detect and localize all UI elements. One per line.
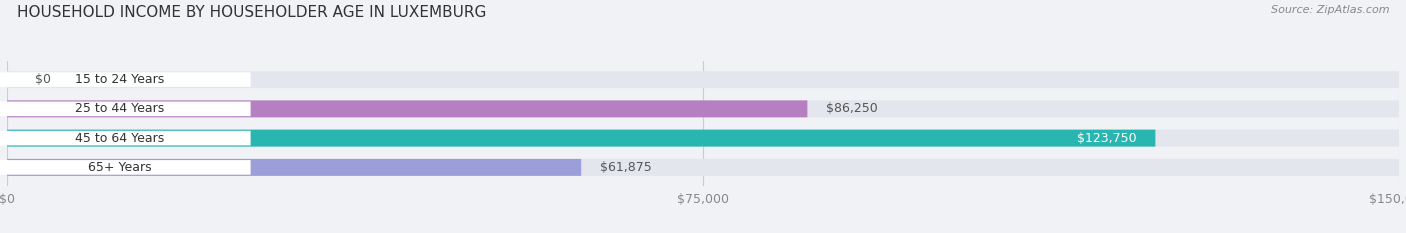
FancyBboxPatch shape xyxy=(7,130,1399,147)
Text: $86,250: $86,250 xyxy=(825,102,877,115)
Text: $0: $0 xyxy=(35,73,51,86)
FancyBboxPatch shape xyxy=(7,71,1399,88)
Text: Source: ZipAtlas.com: Source: ZipAtlas.com xyxy=(1271,5,1389,15)
FancyBboxPatch shape xyxy=(0,102,250,116)
FancyBboxPatch shape xyxy=(7,130,1156,147)
FancyBboxPatch shape xyxy=(7,159,581,176)
FancyBboxPatch shape xyxy=(7,100,1399,117)
Text: 45 to 64 Years: 45 to 64 Years xyxy=(75,132,165,145)
Text: 25 to 44 Years: 25 to 44 Years xyxy=(75,102,165,115)
FancyBboxPatch shape xyxy=(7,159,1399,176)
FancyBboxPatch shape xyxy=(7,100,807,117)
FancyBboxPatch shape xyxy=(0,160,250,175)
Text: 65+ Years: 65+ Years xyxy=(87,161,152,174)
Text: HOUSEHOLD INCOME BY HOUSEHOLDER AGE IN LUXEMBURG: HOUSEHOLD INCOME BY HOUSEHOLDER AGE IN L… xyxy=(17,5,486,20)
FancyBboxPatch shape xyxy=(0,72,250,87)
FancyBboxPatch shape xyxy=(0,131,250,145)
Text: $61,875: $61,875 xyxy=(600,161,651,174)
Text: 15 to 24 Years: 15 to 24 Years xyxy=(75,73,165,86)
Text: $123,750: $123,750 xyxy=(1077,132,1137,145)
